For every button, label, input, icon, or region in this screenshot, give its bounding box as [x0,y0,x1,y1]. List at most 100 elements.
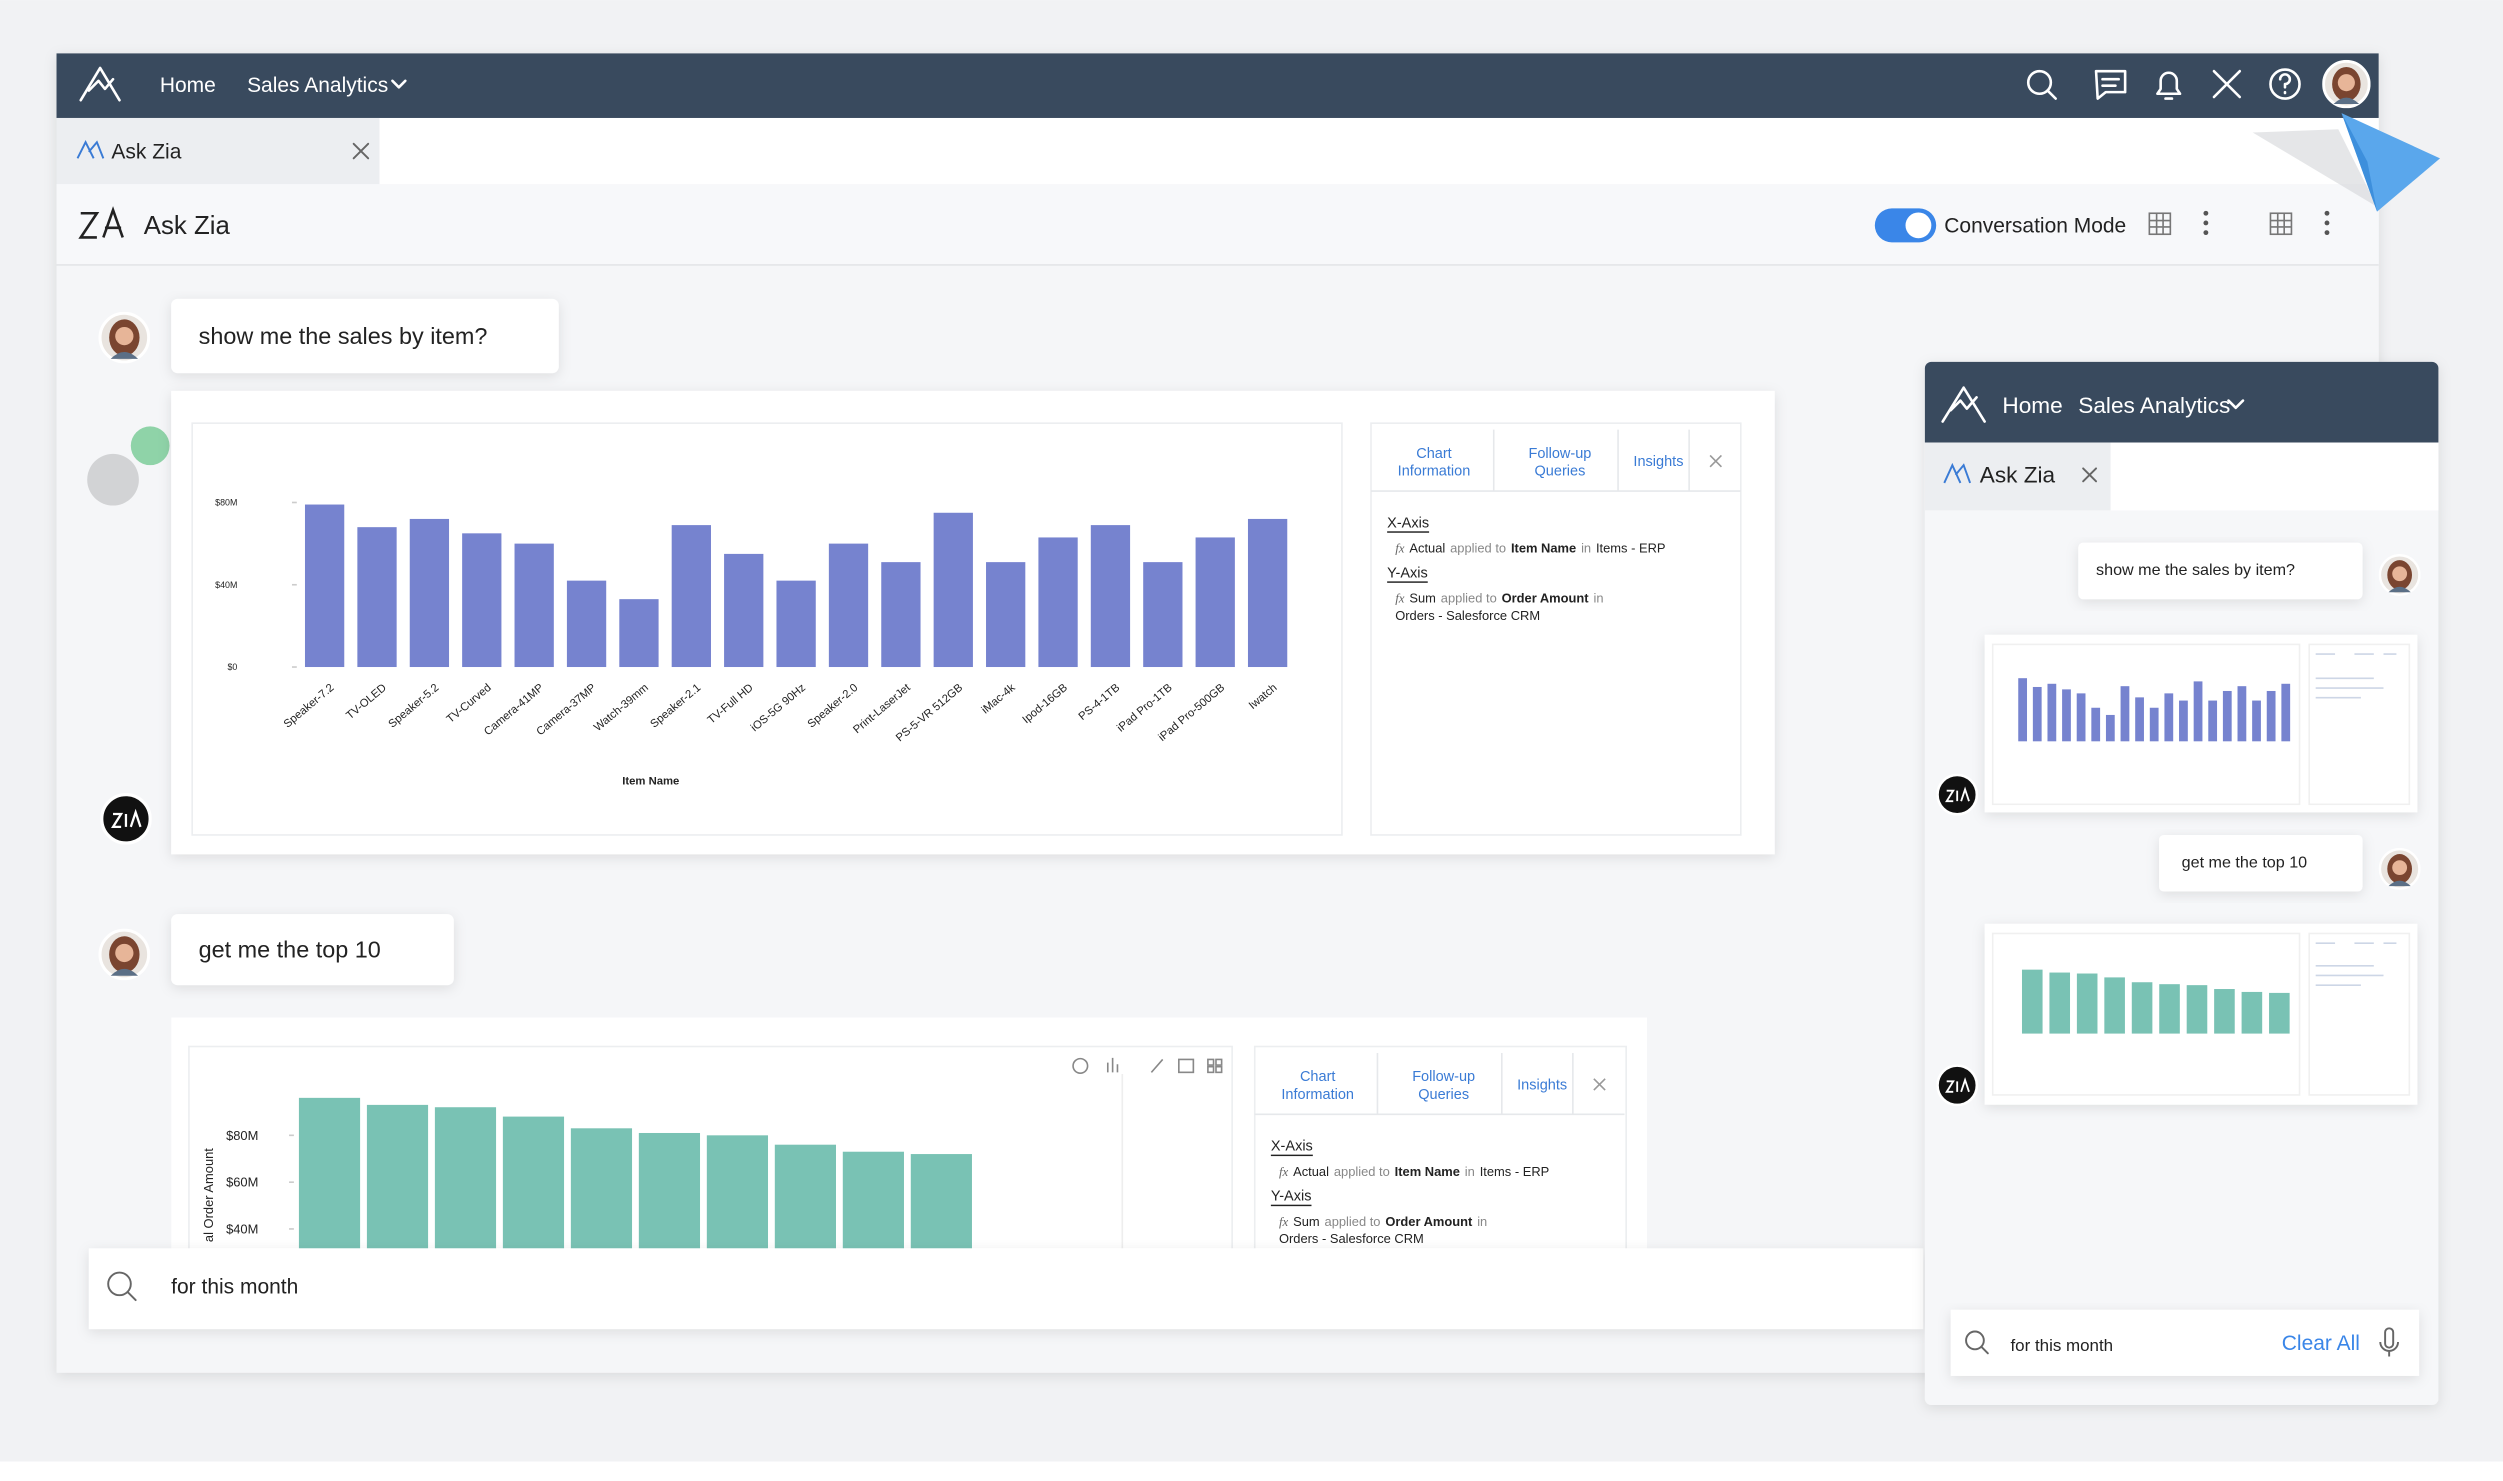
info-tab[interactable]: Chart [1416,446,1452,462]
search-bar[interactable] [88,1248,1924,1330]
bar [2076,693,2086,742]
info-tab[interactable]: Insights [1633,454,1683,470]
search-icon[interactable] [2026,69,2057,100]
field: Item Name [1511,540,1576,555]
bar [776,580,816,668]
bar [774,1144,836,1249]
mode-label: Conversation Mode [1944,215,2126,238]
tab-close[interactable] [2082,467,2098,483]
info-placeholder [2315,942,2397,986]
field: Order Amount [1385,1213,1473,1228]
info-tab[interactable]: Information [1281,1087,1354,1103]
tab[interactable] [56,117,380,185]
info-panel [1253,1045,1627,1249]
tab-close[interactable] [352,142,370,160]
bar [2281,683,2291,742]
bar [502,1116,565,1249]
bar [842,1151,904,1249]
applied: applied to [1441,590,1497,605]
nav-app[interactable]: Sales Analytics [2078,393,2230,418]
bar [1143,562,1183,668]
bar [881,562,921,668]
in: in [1581,540,1591,555]
more-menu[interactable] [2203,210,2209,236]
bar [2266,690,2276,742]
bar [2214,989,2235,1034]
paper-plane-fold [2341,113,2378,212]
close-icon[interactable] [1593,1078,1606,1091]
info-tab[interactable]: Queries [1535,464,1586,480]
close-icon[interactable] [1709,454,1722,468]
bar [1195,537,1235,668]
bar [2164,693,2174,742]
bar [2018,678,2028,742]
chart-toolbar[interactable] [1072,1057,1223,1074]
chart-thumbnail [2018,678,2291,742]
grid-settings[interactable] [2148,212,2172,236]
grid-settings[interactable] [2269,212,2293,236]
bar [304,504,345,668]
paper-plane [2341,113,2441,212]
search-input[interactable]: for this month [171,1276,298,1299]
mic-icon[interactable] [2379,1327,2400,1357]
bar [671,525,711,668]
source: Orders - Salesforce CRM [1395,608,1540,623]
bar [2222,690,2232,742]
fx-icon: fx [1395,590,1405,605]
zia-avatar [100,792,152,845]
nav-home[interactable]: Home [2002,393,2062,418]
axis-heading: X-Axis [1271,1139,1313,1155]
bar [933,512,973,668]
function: Sum [1409,590,1436,605]
chart-info: Chart Information Follow-up Queries Insights… [1370,429,1741,623]
query-bubble [2159,834,2363,892]
bar [1247,518,1288,668]
nav-home[interactable]: Home [160,74,216,97]
chat-icon[interactable] [2094,69,2127,100]
query-text: get me the top 10 [199,937,381,963]
decor-dot [130,426,170,466]
axis-detail: fx Sum applied to Order Amount in [1395,590,1603,605]
y-tick-label: $60M [226,1175,258,1190]
query-bubble [171,298,559,374]
app-logo[interactable] [1941,386,1986,423]
bar [2252,700,2261,742]
bar [409,518,450,668]
clear-all[interactable]: Clear All [2282,1332,2360,1355]
search-bar[interactable] [1950,1309,2420,1376]
bar [2241,991,2263,1034]
chevron[interactable] [391,79,407,89]
plane-shadow [2252,129,2378,207]
in: in [1477,1213,1487,1228]
info-tab[interactable]: Chart [1300,1069,1336,1085]
tab[interactable] [1924,442,2111,511]
user-avatar[interactable] [2322,59,2371,109]
help-icon[interactable] [2269,68,2301,100]
info-tab[interactable]: Queries [1418,1087,1469,1103]
info-tab[interactable]: Information [1398,464,1471,480]
tab-title[interactable]: Ask Zia [111,140,181,163]
user-avatar [2378,553,2421,596]
tab-title[interactable]: Ask Zia [1980,462,2056,487]
info-tab[interactable]: Insights [1517,1077,1567,1093]
bar [357,527,397,668]
in: in [1465,1163,1475,1178]
info-tab[interactable]: Follow-up [1412,1069,1475,1085]
chart-panel [1991,932,2301,1096]
toggle-knob [1905,212,1932,239]
bar [2208,700,2218,742]
search-input[interactable]: for this month [2010,1336,2113,1355]
bell-icon[interactable] [2156,71,2182,100]
app-logo[interactable] [79,66,121,102]
bar [2047,683,2057,742]
nav-app[interactable]: Sales Analytics [247,74,388,97]
tools-icon[interactable] [2212,69,2242,99]
more-menu[interactable] [2324,210,2330,236]
info-tab[interactable]: Follow-up [1528,446,1591,462]
chevron[interactable] [2227,399,2245,410]
query-bubble [2078,542,2363,600]
bar [2131,982,2153,1034]
search-icon [107,1271,137,1302]
source: Orders - Salesforce CRM [1279,1231,1424,1246]
